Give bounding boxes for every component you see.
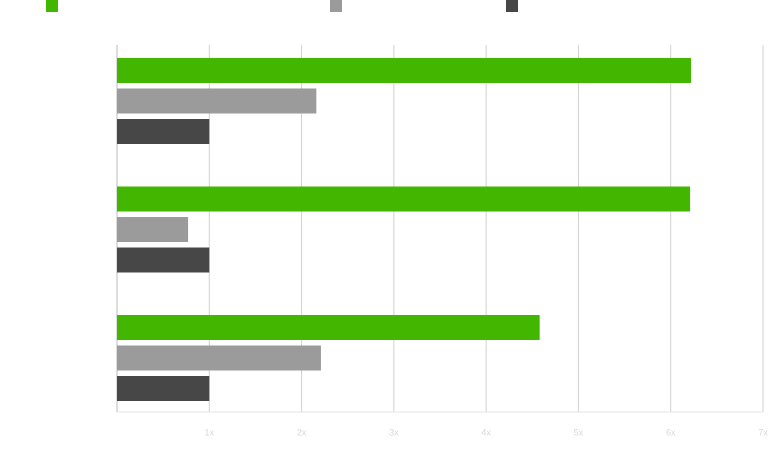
x-tick-label: 1x xyxy=(205,427,215,437)
bar xyxy=(117,247,210,273)
bar xyxy=(117,217,189,242)
legend-swatch xyxy=(506,0,518,12)
bar xyxy=(117,119,210,144)
bar xyxy=(117,376,210,401)
legend-swatch xyxy=(46,0,58,12)
x-tick-label: 5x xyxy=(574,427,584,437)
bar xyxy=(117,58,692,83)
bar xyxy=(117,345,321,371)
x-tick-label: 4x xyxy=(481,427,491,437)
bar xyxy=(117,88,317,114)
legend-swatch xyxy=(330,0,342,12)
bar xyxy=(117,186,691,212)
x-tick-label: 6x xyxy=(666,427,676,437)
x-tick-label: 7x xyxy=(758,427,768,437)
x-tick-label: 2x xyxy=(297,427,307,437)
bar xyxy=(117,315,540,340)
x-tick-label: 3x xyxy=(389,427,399,437)
